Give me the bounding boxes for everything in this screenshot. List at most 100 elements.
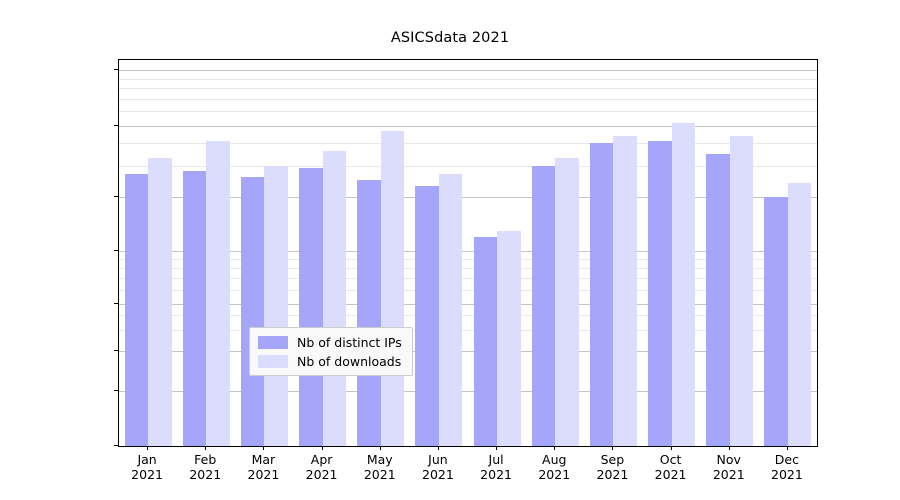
x-tick-year: 2021 [712,467,745,482]
x-tick-mark [670,446,672,450]
y-tick-mark [114,196,118,197]
legend-item[interactable]: Nb of distinct IPs [258,334,402,350]
bar[interactable] [415,186,439,446]
bar-group [643,60,701,446]
bar[interactable] [555,158,579,446]
bar[interactable] [648,141,672,446]
x-tick-mark [437,446,439,450]
bar[interactable] [240,176,265,446]
gridline-major [119,351,817,352]
x-tick-year: 2021 [596,467,629,482]
bar-group [119,60,177,446]
gridline-minor [119,88,817,90]
legend-label: Nb of downloads [297,353,402,369]
x-tick-year: 2021 [480,467,512,482]
x-tick-mark [263,446,265,450]
bar[interactable] [182,170,207,446]
x-tick-month: Mar [251,452,276,467]
x-tick-label: Feb 2021 [189,452,221,482]
bar[interactable] [589,143,614,446]
bar-group [352,60,410,446]
gridline-minor [119,259,817,261]
x-tick-year: 2021 [131,467,163,482]
x-tick-month: Sep [600,452,625,467]
x-tick-label: May 2021 [364,452,396,482]
bar[interactable] [148,158,172,446]
x-tick-year: 2021 [363,467,396,482]
gridline-minor [119,143,817,145]
bar[interactable] [299,168,323,446]
x-tick-label: Jan 2021 [131,452,163,482]
x-tick-label: Sep 2021 [597,452,629,482]
legend-swatch [258,354,288,368]
legend-item[interactable]: Nb of downloads [258,353,402,369]
bar-group [468,60,526,446]
x-tick-month: Aug [542,452,567,467]
bar-group [177,60,235,446]
x-tick-year: 2021 [654,467,687,482]
bar[interactable] [264,165,288,446]
bar-group [759,60,817,446]
gridline-major [119,391,817,392]
bar[interactable] [357,179,381,446]
x-tick-label: Dec 2021 [771,452,803,482]
bar-group [235,60,293,446]
bar-group [701,60,759,446]
x-tick-mark [496,446,498,450]
gridline-minor [119,268,817,270]
gridline-major [119,70,817,71]
bar[interactable] [438,173,463,446]
gridline-minor [119,278,817,280]
chart-title: ASICSdata 2021 [390,30,510,46]
y-tick-mark [114,250,118,251]
plot-area [118,59,818,447]
gridline-minor [119,290,817,292]
x-tick-label: Aug 2021 [538,452,570,482]
bar[interactable] [764,197,788,446]
gridline-minor [119,165,817,167]
x-tick-label: Mar 2021 [248,452,280,482]
x-tick-year: 2021 [771,467,803,482]
x-tick-mark [379,446,381,450]
bar[interactable] [671,122,696,446]
bar[interactable] [497,230,521,446]
bar[interactable] [322,151,347,446]
x-tick-month: Jan [137,452,157,467]
bar[interactable] [380,130,405,446]
x-tick-month: Jul [488,452,504,467]
bar-group [294,60,352,446]
x-tick-year: 2021 [305,467,338,482]
x-tick-mark [205,446,207,450]
bar[interactable] [729,135,754,446]
legend-label: Nb of distinct IPs [297,334,402,350]
gridline-major [119,251,817,252]
x-tick-mark [786,446,788,450]
y-tick-mark [114,350,118,351]
bar[interactable] [206,141,230,446]
bar[interactable] [473,236,498,446]
bar[interactable] [787,182,812,446]
y-tick-mark [114,69,118,70]
gridline-minor [119,111,817,113]
y-tick-mark [114,445,118,446]
x-tick-mark [147,446,149,450]
gridline-minor [119,330,817,332]
chart-legend: Nb of distinct IPs Nb of downloads [249,327,413,376]
y-tick-mark [114,125,118,126]
x-tick-year: 2021 [189,467,222,482]
x-tick-mark [554,446,556,450]
legend-swatch [258,335,288,349]
x-tick-mark [728,446,730,450]
x-tick-month: Jun [428,452,448,467]
bar[interactable] [706,153,730,446]
x-tick-month: Dec [774,452,799,467]
bar[interactable] [124,173,149,446]
gridline-minor [119,315,817,317]
bar-group [410,60,468,446]
y-tick-mark [114,303,118,304]
bar[interactable] [531,165,556,446]
bar-group [526,60,584,446]
x-tick-mark [612,446,614,450]
x-tick-label: Jul 2021 [480,452,512,482]
bar[interactable] [613,135,637,446]
